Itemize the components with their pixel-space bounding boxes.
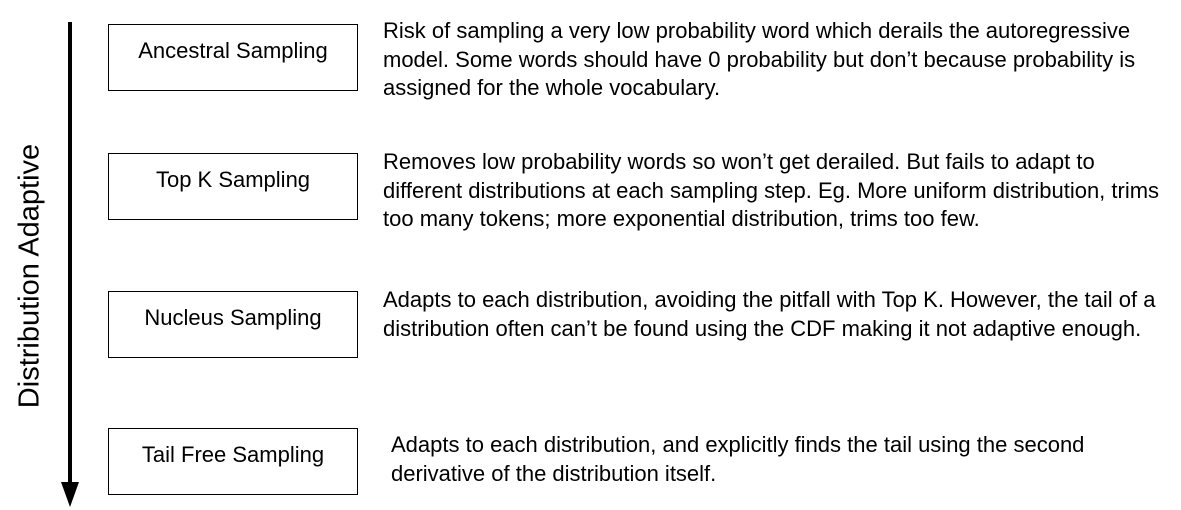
method-label: Ancestral Sampling bbox=[138, 38, 328, 63]
method-description: Adapts to each distribution, avoiding th… bbox=[383, 287, 1156, 341]
method-box-nucleus: Nucleus Sampling bbox=[108, 291, 358, 358]
method-box-top-k: Top K Sampling bbox=[108, 153, 358, 220]
method-description: Risk of sampling a very low probability … bbox=[383, 18, 1136, 100]
method-box-ancestral: Ancestral Sampling bbox=[108, 24, 358, 91]
axis-label: Distribution Adaptive bbox=[13, 143, 46, 409]
method-label: Nucleus Sampling bbox=[144, 305, 322, 330]
method-label: Top K Sampling bbox=[155, 167, 311, 192]
adaptive-axis-arrow bbox=[61, 22, 79, 507]
method-description: Adapts to each distribution, and explici… bbox=[391, 432, 1085, 486]
method-label: Tail Free Sampling bbox=[141, 442, 325, 467]
method-description: Removes low probability words so won’t g… bbox=[383, 149, 1160, 231]
arrow-head bbox=[61, 482, 79, 507]
method-box-tail-free: Tail Free Sampling bbox=[108, 428, 358, 495]
